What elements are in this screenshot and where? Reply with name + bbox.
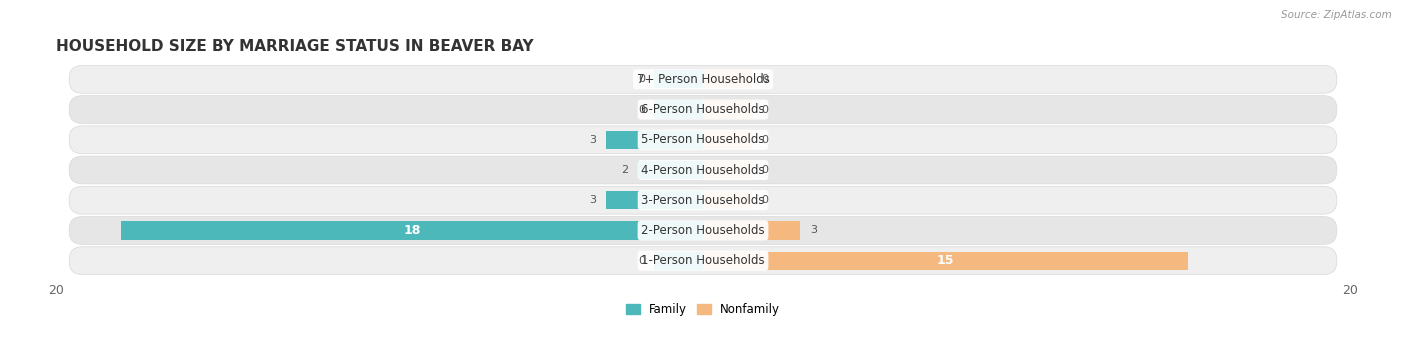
Text: 4-Person Households: 4-Person Households [641, 164, 765, 176]
Bar [638, 161, 703, 179]
Bar [606, 131, 703, 149]
FancyBboxPatch shape [69, 156, 1337, 184]
Bar [654, 70, 703, 88]
Text: 0: 0 [761, 195, 768, 205]
Bar [703, 131, 752, 149]
Text: 0: 0 [638, 74, 645, 84]
Text: 6-Person Households: 6-Person Households [641, 103, 765, 116]
Bar [606, 191, 703, 209]
Text: 3-Person Households: 3-Person Households [641, 194, 765, 207]
Text: 3: 3 [589, 195, 596, 205]
Text: 3: 3 [589, 135, 596, 145]
FancyBboxPatch shape [69, 247, 1337, 275]
Text: 0: 0 [638, 105, 645, 115]
FancyBboxPatch shape [69, 217, 1337, 244]
Bar [703, 101, 752, 119]
Text: 0: 0 [638, 256, 645, 266]
Text: 2: 2 [621, 165, 628, 175]
Text: 18: 18 [404, 224, 420, 237]
FancyBboxPatch shape [69, 65, 1337, 93]
Text: 2-Person Households: 2-Person Households [641, 224, 765, 237]
FancyBboxPatch shape [69, 126, 1337, 154]
Text: HOUSEHOLD SIZE BY MARRIAGE STATUS IN BEAVER BAY: HOUSEHOLD SIZE BY MARRIAGE STATUS IN BEA… [56, 39, 534, 54]
Bar [703, 252, 1188, 270]
Bar [703, 191, 752, 209]
Text: Source: ZipAtlas.com: Source: ZipAtlas.com [1281, 10, 1392, 20]
Bar [654, 252, 703, 270]
Text: 15: 15 [936, 254, 955, 267]
Text: 0: 0 [761, 105, 768, 115]
Text: 3: 3 [810, 225, 817, 235]
Text: 0: 0 [761, 135, 768, 145]
FancyBboxPatch shape [69, 186, 1337, 214]
Bar [654, 101, 703, 119]
Text: 7+ Person Households: 7+ Person Households [637, 73, 769, 86]
Text: 5-Person Households: 5-Person Households [641, 133, 765, 146]
Legend: Family, Nonfamily: Family, Nonfamily [621, 298, 785, 321]
Bar [703, 161, 752, 179]
Text: 0: 0 [761, 165, 768, 175]
Text: 0: 0 [761, 74, 768, 84]
Bar [121, 221, 703, 239]
FancyBboxPatch shape [69, 96, 1337, 123]
Bar [703, 70, 752, 88]
Text: 1-Person Households: 1-Person Households [641, 254, 765, 267]
Bar [703, 221, 800, 239]
